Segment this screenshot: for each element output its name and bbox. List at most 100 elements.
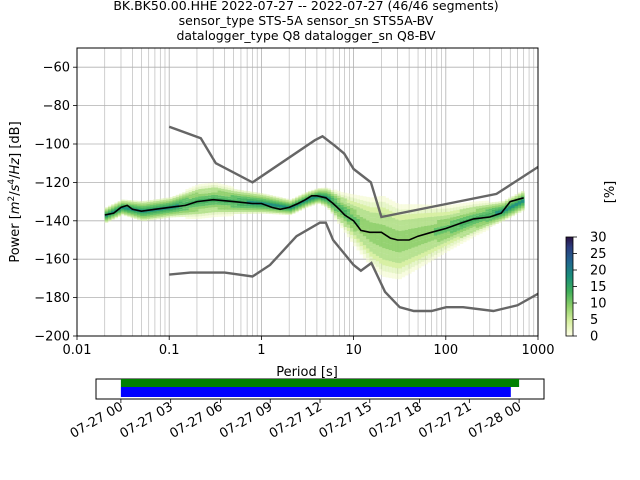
density-cell bbox=[137, 203, 141, 206]
density-cell bbox=[275, 210, 280, 213]
density-cell bbox=[433, 247, 438, 252]
density-cell bbox=[430, 216, 435, 221]
density-cell bbox=[153, 212, 157, 215]
density-cell bbox=[262, 211, 267, 214]
density-cell bbox=[437, 253, 441, 257]
density-cell bbox=[117, 209, 122, 212]
density-cell bbox=[124, 212, 128, 215]
density-cell bbox=[172, 211, 177, 214]
density-cell bbox=[346, 212, 351, 216]
density-cell bbox=[114, 206, 118, 209]
density-cell bbox=[369, 222, 373, 228]
density-cell bbox=[498, 218, 502, 221]
density-cell bbox=[440, 226, 444, 231]
density-cell bbox=[308, 202, 312, 205]
y-tick-label: −60 bbox=[43, 61, 70, 76]
density-cell bbox=[201, 188, 206, 192]
density-cell bbox=[149, 213, 154, 216]
density-cell bbox=[485, 211, 490, 214]
density-cell bbox=[324, 192, 328, 195]
density-cell bbox=[195, 194, 199, 198]
density-cell bbox=[340, 207, 344, 211]
density-cell bbox=[379, 263, 383, 270]
density-cell bbox=[488, 212, 493, 215]
density-cell bbox=[208, 212, 212, 216]
density-cell bbox=[249, 208, 254, 211]
density-cell bbox=[337, 197, 341, 201]
density-cell bbox=[266, 202, 270, 205]
density-cell bbox=[275, 203, 280, 206]
density-cell bbox=[504, 209, 509, 212]
density-cell bbox=[417, 249, 422, 255]
density-cell bbox=[391, 245, 396, 252]
density-cell bbox=[220, 209, 225, 213]
density-cell bbox=[211, 189, 215, 193]
density-cell bbox=[195, 206, 199, 210]
density-cell bbox=[156, 212, 160, 215]
density-cell bbox=[130, 206, 135, 209]
density-cell bbox=[227, 190, 231, 193]
density-cell bbox=[107, 216, 112, 219]
density-cell bbox=[379, 269, 383, 275]
x-axis-label: Period [s] bbox=[276, 365, 338, 380]
density-cell bbox=[285, 201, 289, 204]
density-cell bbox=[130, 214, 135, 217]
density-cell bbox=[433, 235, 438, 240]
density-cell bbox=[511, 210, 515, 213]
density-cell bbox=[214, 204, 218, 208]
density-cell bbox=[124, 203, 128, 206]
density-cell bbox=[401, 204, 406, 210]
density-cell bbox=[172, 201, 177, 204]
density-cell bbox=[317, 190, 322, 193]
density-cell bbox=[521, 209, 525, 212]
density-cell bbox=[440, 215, 444, 220]
density-cell bbox=[459, 240, 464, 244]
density-cell bbox=[169, 213, 173, 216]
density-cell bbox=[424, 234, 428, 239]
density-cell bbox=[146, 211, 151, 214]
density-cell bbox=[282, 208, 286, 211]
density-cell bbox=[440, 251, 444, 255]
density-cell bbox=[308, 197, 312, 200]
density-cell bbox=[185, 195, 189, 198]
density-cell bbox=[114, 208, 118, 211]
density-cell bbox=[408, 258, 412, 264]
density-cell bbox=[137, 208, 141, 211]
density-cell bbox=[450, 230, 454, 234]
density-cell bbox=[214, 212, 218, 215]
density-cell bbox=[517, 192, 522, 195]
density-cell bbox=[227, 209, 231, 213]
density-cell bbox=[408, 204, 412, 210]
density-cell bbox=[508, 199, 512, 202]
density-cell bbox=[417, 245, 422, 250]
density-cell bbox=[166, 207, 170, 210]
density-cell bbox=[169, 203, 173, 206]
density-cell bbox=[137, 207, 141, 210]
density-cell bbox=[504, 212, 509, 215]
density-cell bbox=[398, 236, 402, 242]
density-cell bbox=[501, 207, 506, 210]
density-cell bbox=[375, 250, 380, 256]
density-cell bbox=[107, 209, 112, 212]
density-cell bbox=[227, 194, 231, 197]
density-cell bbox=[107, 210, 112, 213]
density-cell bbox=[140, 214, 144, 217]
density-cell bbox=[443, 229, 448, 233]
density-cell bbox=[521, 200, 525, 203]
density-cell bbox=[269, 207, 273, 210]
density-cell bbox=[388, 244, 393, 251]
density-cell bbox=[398, 263, 402, 269]
density-cell bbox=[272, 201, 277, 204]
density-cell bbox=[453, 238, 457, 242]
density-cell bbox=[456, 239, 461, 243]
density-cell bbox=[266, 203, 270, 206]
density-cell bbox=[314, 202, 319, 205]
density-cell bbox=[137, 216, 141, 219]
density-cell bbox=[166, 212, 170, 215]
low-noise-model-line bbox=[169, 221, 538, 313]
density-cell bbox=[398, 268, 402, 274]
density-cell bbox=[359, 225, 364, 230]
density-cell bbox=[175, 209, 180, 212]
density-cell bbox=[379, 218, 383, 225]
density-cell bbox=[495, 209, 499, 212]
